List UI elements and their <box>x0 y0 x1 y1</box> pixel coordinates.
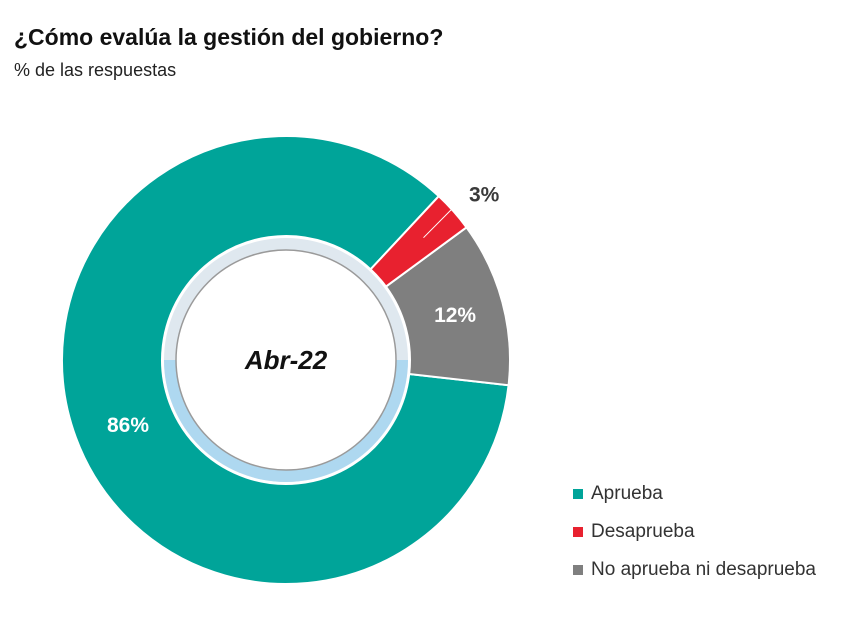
data-label-desaprueba: 3% <box>469 184 500 207</box>
legend-swatch-desaprueba <box>573 527 583 537</box>
donut-hole <box>175 249 397 471</box>
legend-label-no-aprueba-ni-desaprueba: No aprueba ni desaprueba <box>591 559 817 580</box>
legend-item-no-aprueba-ni-desaprueba: No aprueba ni desaprueba <box>573 551 816 589</box>
legend-swatch-no-aprueba-ni-desaprueba <box>573 565 583 575</box>
legend-item-aprueba: Aprueba <box>573 475 816 513</box>
legend-swatch-aprueba <box>573 489 583 499</box>
chart-title: ¿Cómo evalúa la gestión del gobierno? <box>14 24 444 50</box>
legend-label-aprueba: Aprueba <box>591 483 663 504</box>
center-label: Abr-22 <box>244 345 328 375</box>
leader-line-desaprueba <box>423 195 466 239</box>
data-label-aprueba: 86% <box>107 414 149 437</box>
chart-legend: Aprueba Desaprueba No aprueba ni desapru… <box>573 475 816 589</box>
data-label-no-aprueba-ni-desaprueba: 12% <box>434 304 476 327</box>
legend-label-desaprueba: Desaprueba <box>591 521 695 542</box>
slice-aprueba <box>61 135 510 585</box>
chart-subtitle: % de las respuestas <box>14 60 177 80</box>
legend-item-desaprueba: Desaprueba <box>573 513 816 551</box>
